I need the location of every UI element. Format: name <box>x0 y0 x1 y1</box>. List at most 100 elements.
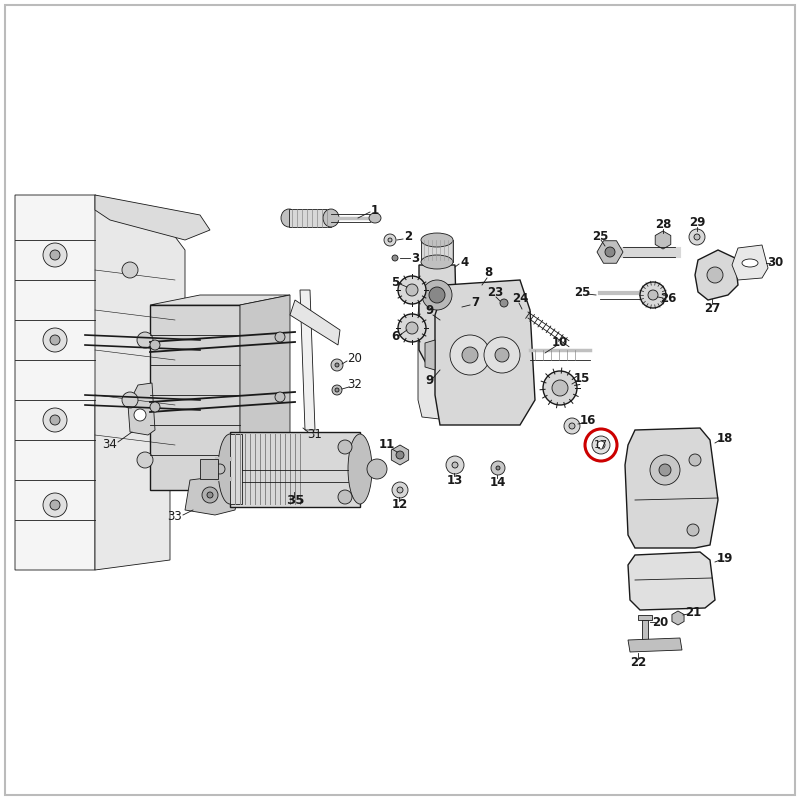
Circle shape <box>202 487 218 503</box>
Polygon shape <box>290 300 340 345</box>
Polygon shape <box>300 290 315 430</box>
Text: 26: 26 <box>660 291 676 305</box>
Text: 5: 5 <box>391 275 399 289</box>
Polygon shape <box>128 383 155 435</box>
Circle shape <box>338 440 352 454</box>
Text: 35: 35 <box>286 494 304 506</box>
Circle shape <box>384 234 396 246</box>
Polygon shape <box>628 638 682 652</box>
Text: 25: 25 <box>592 230 608 242</box>
Circle shape <box>122 262 138 278</box>
Circle shape <box>397 487 403 493</box>
Text: 4: 4 <box>461 255 469 269</box>
Bar <box>421 240 453 262</box>
Text: 18: 18 <box>717 431 733 445</box>
Text: 30: 30 <box>767 255 783 269</box>
Circle shape <box>543 371 577 405</box>
Text: 20: 20 <box>652 615 668 629</box>
Circle shape <box>491 461 505 475</box>
Text: 28: 28 <box>655 218 671 231</box>
Circle shape <box>659 464 671 476</box>
Bar <box>200 459 218 479</box>
Polygon shape <box>597 241 623 263</box>
Text: 29: 29 <box>689 215 705 229</box>
Circle shape <box>564 418 580 434</box>
Ellipse shape <box>323 209 339 227</box>
Polygon shape <box>95 195 210 240</box>
Polygon shape <box>732 245 768 280</box>
Circle shape <box>605 247 615 257</box>
Text: 21: 21 <box>685 606 701 618</box>
Circle shape <box>500 299 508 307</box>
Text: 31: 31 <box>307 429 322 442</box>
Circle shape <box>388 238 392 242</box>
Text: 3: 3 <box>411 251 419 265</box>
Polygon shape <box>628 552 715 610</box>
Polygon shape <box>672 611 684 625</box>
Circle shape <box>43 408 67 432</box>
Text: 32: 32 <box>347 378 362 390</box>
Circle shape <box>137 452 153 468</box>
Circle shape <box>122 392 138 408</box>
Text: 14: 14 <box>490 475 506 489</box>
Circle shape <box>335 388 339 392</box>
Circle shape <box>137 332 153 348</box>
Ellipse shape <box>281 209 297 227</box>
Bar <box>440 302 460 312</box>
Text: 13: 13 <box>447 474 463 486</box>
Circle shape <box>43 243 67 267</box>
Bar <box>642 620 648 642</box>
Text: 25: 25 <box>574 286 590 298</box>
Text: 2: 2 <box>404 230 412 243</box>
Polygon shape <box>435 280 535 425</box>
Circle shape <box>398 276 426 304</box>
Circle shape <box>597 441 605 449</box>
Polygon shape <box>418 290 448 420</box>
Circle shape <box>452 462 458 468</box>
Circle shape <box>275 392 285 402</box>
Bar <box>289 209 331 227</box>
Polygon shape <box>391 445 409 465</box>
Text: 24: 24 <box>512 291 528 305</box>
Circle shape <box>207 492 213 498</box>
Circle shape <box>367 459 387 479</box>
Circle shape <box>429 287 445 303</box>
Circle shape <box>707 267 723 283</box>
Circle shape <box>689 229 705 245</box>
Circle shape <box>275 332 285 342</box>
Circle shape <box>396 451 404 459</box>
Circle shape <box>484 337 520 373</box>
Ellipse shape <box>218 434 242 504</box>
Circle shape <box>689 454 701 466</box>
Text: 8: 8 <box>484 266 492 279</box>
Ellipse shape <box>421 255 453 269</box>
Circle shape <box>496 466 500 470</box>
Circle shape <box>552 380 568 396</box>
Text: 34: 34 <box>102 438 118 451</box>
Text: 20: 20 <box>347 351 362 365</box>
Circle shape <box>406 284 418 296</box>
Text: 23: 23 <box>487 286 503 299</box>
Circle shape <box>569 423 575 429</box>
Circle shape <box>648 290 658 300</box>
Circle shape <box>422 280 452 310</box>
Text: 33: 33 <box>168 510 182 523</box>
Bar <box>230 434 242 504</box>
Polygon shape <box>625 428 718 548</box>
Circle shape <box>215 464 225 474</box>
Polygon shape <box>150 305 240 490</box>
Text: 6: 6 <box>391 330 399 343</box>
Circle shape <box>392 482 408 498</box>
Text: 11: 11 <box>379 438 395 451</box>
Polygon shape <box>150 295 290 305</box>
Text: 7: 7 <box>471 297 479 310</box>
Circle shape <box>150 340 160 350</box>
Circle shape <box>50 250 60 260</box>
Polygon shape <box>240 295 290 490</box>
Circle shape <box>338 490 352 504</box>
Text: 10: 10 <box>552 335 568 349</box>
Circle shape <box>332 385 342 395</box>
Text: 17: 17 <box>594 440 608 450</box>
Polygon shape <box>655 231 670 249</box>
Text: 19: 19 <box>717 551 733 565</box>
